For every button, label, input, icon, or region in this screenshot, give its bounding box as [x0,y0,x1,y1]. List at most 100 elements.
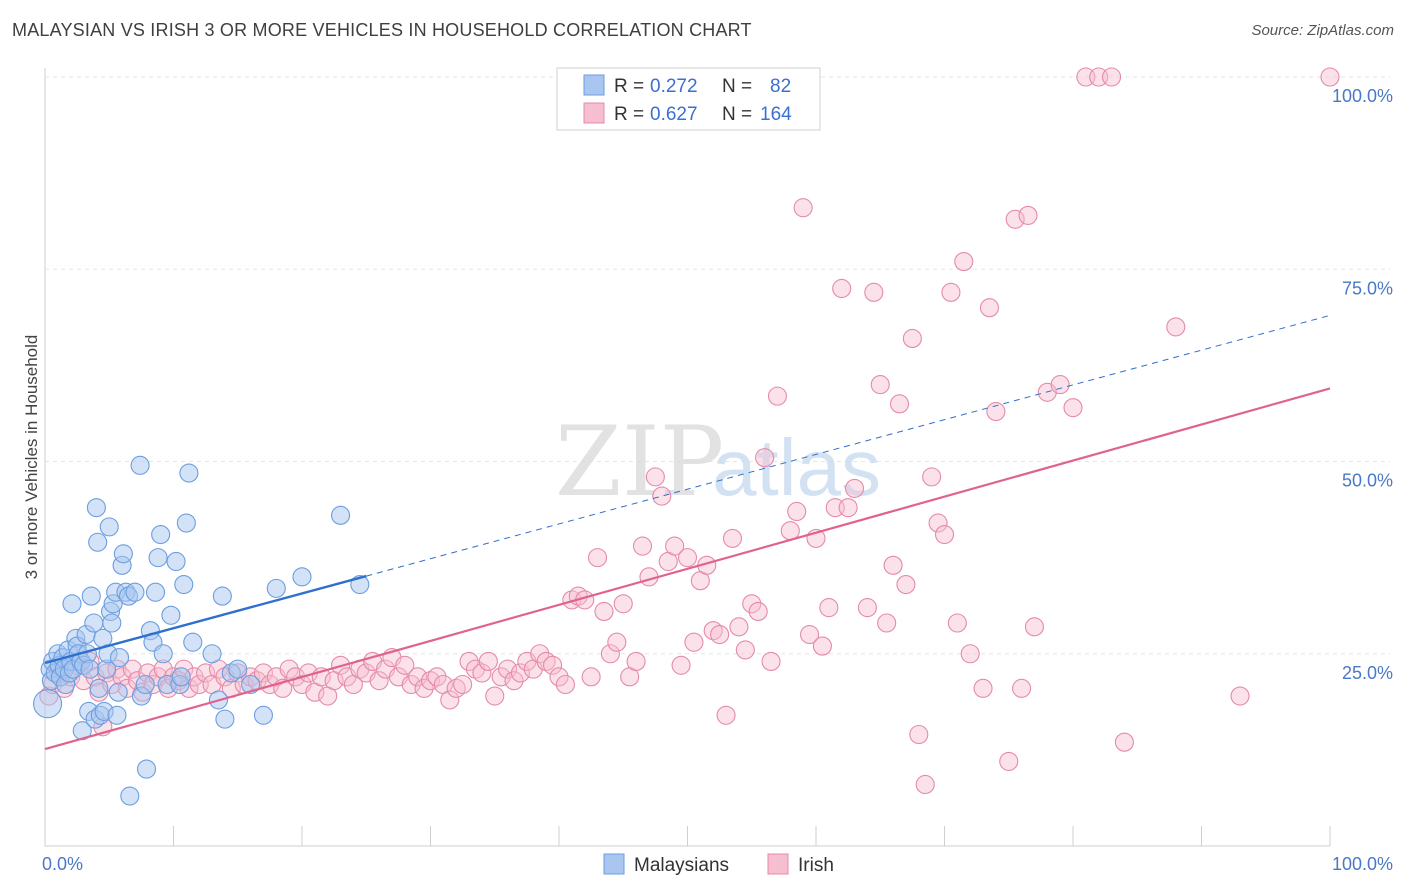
irish-point-161 [1102,67,1122,87]
irish-point-85 [549,667,569,687]
bottom-legend-swatch-irish [767,853,789,875]
irish-point-93 [600,644,620,664]
malaysian-point-0 [33,689,63,719]
irish-point-95 [613,594,633,614]
malaysian-point-31 [89,678,109,698]
malaysian-trend-line-extension [366,314,1331,577]
y-tick-label-0: 25.0% [1342,663,1393,683]
legend-n-value-1: 82 [770,76,791,97]
legend-r-value-2: 0.627 [650,104,698,125]
irish-point-125 [812,636,832,656]
irish-point-121 [787,501,807,522]
irish-point-79 [510,663,531,683]
malaysian-point-37 [99,517,119,537]
malaysian-point-60 [153,644,173,664]
irish-point-141 [922,467,942,487]
irish-point-43 [279,659,299,679]
irish-point-100 [645,467,665,487]
irish-point-92 [594,601,614,622]
bottom-legend-irish: Irish [798,855,834,876]
malaysian-point-68 [179,463,199,483]
irish-point-114 [735,640,755,660]
irish-point-119 [767,386,788,406]
irish-point-137 [896,574,916,595]
malaysian-trend-line [44,574,367,665]
irish-point-76 [491,667,511,687]
y-tick-label-2: 75.0% [1342,278,1393,298]
legend-swatch-malaysian [583,74,605,96]
watermark-atlas: atlas [712,423,881,512]
chart-source: Source: ZipAtlas.com [1251,22,1394,39]
malaysian-point-58 [148,548,168,568]
irish-point-115 [742,594,762,614]
irish-point-30 [196,663,216,683]
legend-r-value-1: 0.272 [650,76,698,97]
irish-point-134 [877,613,897,633]
grid-lines [45,76,1390,655]
irish-point-139 [909,724,929,745]
malaysian-point-59 [151,525,171,545]
bottom-legend-swatch-malaysian [603,853,625,875]
irish-point-151 [999,751,1019,771]
irish-point-91 [587,548,608,568]
malaysian-point-75 [228,659,248,679]
malaysian-point-79 [292,567,312,587]
y-axis-label: 3 or more Vehicles in Household [22,335,41,580]
malaysian-point-42 [107,705,127,725]
irish-point-62 [401,674,421,695]
irish-point-94 [607,632,627,652]
malaysian-point-26 [81,586,101,606]
irish-point-149 [979,298,1000,318]
irish-point-110 [710,624,730,645]
irish-point-152 [1005,209,1025,229]
irish-point-154 [1018,205,1038,225]
irish-point-126 [819,598,839,618]
x-tick-label-1: 100.0% [1332,854,1393,874]
irish-point-145 [947,613,967,633]
malaysian-point-80 [330,505,351,525]
irish-point-144 [941,282,961,302]
malaysian-point-46 [113,544,133,564]
malaysian-point-72 [212,586,232,606]
malaysian-point-43 [108,682,128,702]
x-tick-label-0: 0.0% [42,854,83,874]
irish-point-133 [870,375,890,395]
legend-r-label-1: R = [614,76,644,97]
malaysian-point-44 [109,648,130,668]
malaysian-point-78 [266,578,286,598]
irish-point-165 [1320,67,1340,87]
malaysian-point-62 [161,605,181,625]
malaysian-point-39 [102,613,122,633]
irish-point-73 [472,663,492,683]
bottom-legend: Malaysians Irish [603,853,834,876]
legend-box: R = 0.272 N = 82 R = 0.627 N = 164 [556,67,821,131]
irish-point-105 [677,548,698,568]
irish-point-147 [960,644,980,664]
irish-point-150 [986,401,1006,422]
irish-point-120 [780,521,800,541]
malaysian-point-30 [88,532,108,552]
irish-point-68 [440,690,460,710]
irish-point-157 [1050,375,1070,395]
irish-point-75 [485,686,505,706]
malaysian-point-50 [125,582,145,602]
irish-point-57 [369,671,389,691]
irish-trend-line [44,387,1331,751]
malaysian-point-66 [174,574,194,595]
irish-point-86 [555,674,575,695]
malaysian-point-57 [145,582,166,602]
malaysian-point-77 [253,705,274,725]
irish-point-128 [832,278,852,299]
irish-point-117 [755,448,775,468]
malaysian-point-54 [136,759,157,779]
irish-point-82 [530,644,550,664]
irish-point-66 [427,667,447,687]
irish-point-163 [1166,317,1186,337]
irish-point-123 [800,624,820,645]
y-tick-labels: 25.0% 50.0% 75.0% 100.0% [1332,86,1393,683]
irish-point-122 [793,198,813,218]
irish-point-39 [253,663,274,683]
malaysian-points [33,455,370,806]
irish-point-130 [844,478,865,498]
